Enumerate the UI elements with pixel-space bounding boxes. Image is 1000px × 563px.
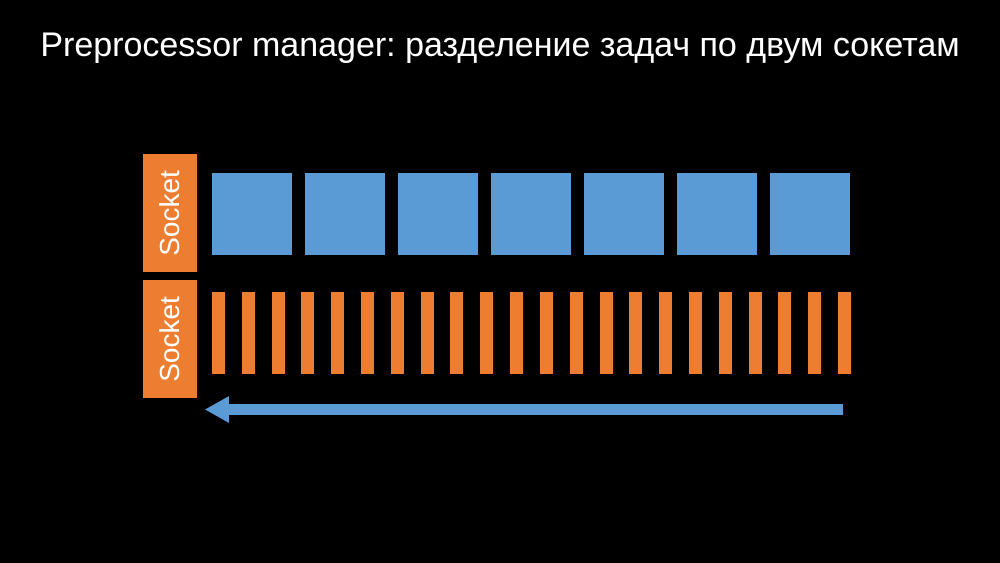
- socket-label-2-text: Socket: [154, 296, 186, 382]
- small-task-block: [689, 292, 702, 374]
- small-task-block: [361, 292, 374, 374]
- small-task-block: [808, 292, 821, 374]
- small-task-block: [719, 292, 732, 374]
- small-task-block: [450, 292, 463, 374]
- large-task-block: [212, 173, 292, 255]
- small-task-block: [212, 292, 225, 374]
- arrow-shaft: [223, 404, 843, 415]
- large-task-block: [305, 173, 385, 255]
- small-task-block: [301, 292, 314, 374]
- small-task-block: [600, 292, 613, 374]
- large-task-block: [398, 173, 478, 255]
- arrow-head: [205, 396, 229, 423]
- small-task-block: [838, 292, 851, 374]
- small-task-block: [510, 292, 523, 374]
- small-task-block: [421, 292, 434, 374]
- small-task-block: [540, 292, 553, 374]
- small-task-block: [331, 292, 344, 374]
- left-arrow-icon: [205, 396, 843, 423]
- small-task-block: [242, 292, 255, 374]
- small-task-row: [212, 292, 851, 374]
- small-task-block: [570, 292, 583, 374]
- small-task-block: [778, 292, 791, 374]
- small-task-block: [629, 292, 642, 374]
- large-task-block: [491, 173, 571, 255]
- socket-label-1: Socket: [143, 154, 197, 272]
- large-task-row: [212, 173, 851, 255]
- large-task-block: [584, 173, 664, 255]
- small-task-block: [272, 292, 285, 374]
- large-task-block: [677, 173, 757, 255]
- small-task-block: [659, 292, 672, 374]
- socket-label-1-text: Socket: [154, 170, 186, 256]
- slide-title: Preprocessor manager: разделение задач п…: [40, 26, 960, 64]
- small-task-block: [749, 292, 762, 374]
- small-task-block: [480, 292, 493, 374]
- small-task-block: [391, 292, 404, 374]
- socket-label-2: Socket: [143, 280, 197, 398]
- large-task-block: [770, 173, 850, 255]
